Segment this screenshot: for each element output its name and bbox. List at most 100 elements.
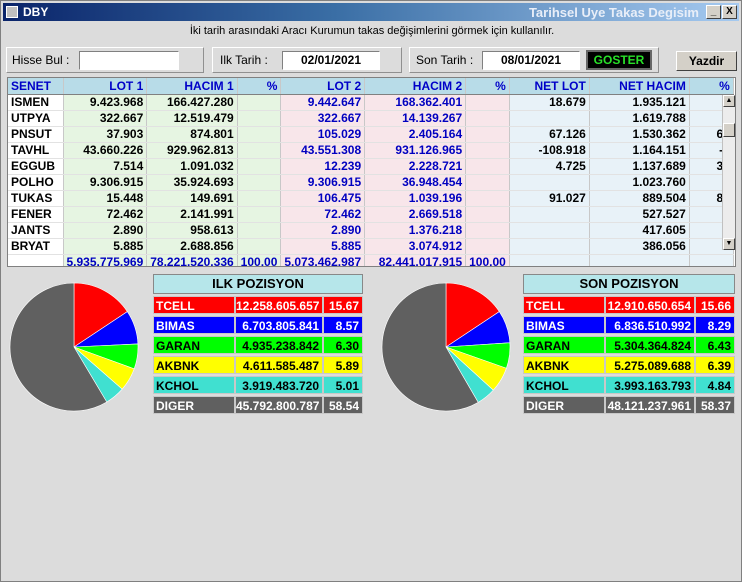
son-tarih-input[interactable]: 08/01/2021 — [482, 51, 580, 70]
minimize-button[interactable]: _ — [706, 5, 721, 19]
total-net-lot — [509, 254, 590, 266]
cell-pct2 — [465, 142, 510, 159]
pozisyon-name: BIMAS — [523, 316, 605, 334]
total-net-hacim — [589, 254, 690, 266]
hisse-label: Hisse Bul : — [12, 53, 70, 67]
pozisyon-value: 4.935.238.842 — [235, 336, 323, 354]
cell-lot2: 5.885 — [280, 238, 366, 255]
cell-senet: JANTS — [8, 222, 64, 239]
pozisyon-percent: 5.89 — [323, 356, 363, 374]
takas-grid[interactable]: SENET LOT 1 HACIM 1% LOT 2 HACIM 2% NET LOT NE… — [7, 77, 736, 267]
cell-hacim1: 874.801 — [146, 126, 238, 143]
cell-hacim2: 2.669.518 — [364, 206, 467, 223]
cell-hacim1: 35.924.693 — [146, 174, 238, 191]
col-header-hacim2[interactable]: HACIM 2 — [364, 78, 467, 95]
table-row[interactable]: POLHO 9.306.915 35.924.693 9.306.915 36.948.… — [8, 174, 734, 191]
cell-net-lot — [509, 238, 590, 255]
cell-hacim1: 958.613 — [146, 222, 238, 239]
cell-pct1 — [237, 158, 282, 175]
cell-hacim2: 14.139.267 — [364, 110, 467, 127]
cell-senet: TAVHL — [8, 142, 64, 159]
cell-pct2 — [465, 238, 510, 255]
cell-lot2: 105.029 — [280, 126, 366, 143]
col-header-lot1[interactable]: LOT 1 — [63, 78, 148, 95]
col-header-hacim1[interactable]: HACIM 1 — [146, 78, 238, 95]
cell-lot2: 12.239 — [280, 158, 366, 175]
table-row[interactable]: TAVHL 43.660.226 929.962.813 43.551.308 931.… — [8, 142, 734, 159]
window-title: Tarihsel Uye Takas Degisim — [528, 5, 699, 20]
son-tarih-group — [409, 47, 659, 73]
totals-row: 5.935.775.969 78.221.520.336 100,00 5.073.4… — [8, 254, 734, 266]
cell-hacim1: 12.519.479 — [146, 110, 238, 127]
pozisyon-value: 48.121.237.961 — [605, 396, 695, 414]
pozisyon-value: 3.919.483.720 — [235, 376, 323, 394]
table-row[interactable]: UTPYA 322.667 12.519.479 322.667 14.139.267 1… — [8, 110, 734, 127]
cell-net-lot — [509, 206, 590, 223]
col-header-pct2[interactable]: % — [465, 78, 510, 95]
col-header-net-hacim[interactable]: NET HACIM — [589, 78, 690, 95]
pozisyon-name: BIMAS — [153, 316, 235, 334]
cell-net-lot: 18.679 — [509, 94, 590, 111]
table-row[interactable]: JANTS 2.890 958.613 2.890 1.376.218 417.605 — [8, 222, 734, 239]
scroll-down-arrow-icon[interactable]: ▼ — [723, 238, 735, 250]
cell-senet: POLHO — [8, 174, 64, 191]
cell-lot1: 322.667 — [63, 110, 148, 127]
cell-pct2 — [465, 206, 510, 223]
table-row[interactable]: BRYAT 5.885 2.688.856 5.885 3.074.912 386.056 — [8, 238, 734, 255]
cell-net-hacim: 1.935.121 — [589, 94, 690, 111]
scroll-up-arrow-icon[interactable]: ▲ — [723, 95, 735, 107]
scroll-thumb[interactable] — [723, 123, 735, 137]
col-header-pct-net[interactable]: % — [689, 78, 734, 95]
cell-senet: PNSUT — [8, 126, 64, 143]
hisse-search-input[interactable] — [79, 51, 179, 70]
cell-hacim1: 929.962.813 — [146, 142, 238, 159]
pozisyon-name: KCHOL — [523, 376, 605, 394]
table-row[interactable]: EGGUB 7.514 1.091.032 12.239 2.228.721 4.725 1… — [8, 158, 734, 175]
pozisyon-percent: 58.54 — [323, 396, 363, 414]
cell-pct2 — [465, 126, 510, 143]
cell-pct2 — [465, 174, 510, 191]
table-row[interactable]: TUKAS 15.448 149.691 106.475 1.039.196 91.027… — [8, 190, 734, 207]
cell-lot2: 43.551.308 — [280, 142, 366, 159]
cell-lot2: 72.462 — [280, 206, 366, 223]
col-header-senet[interactable]: SENET — [8, 78, 64, 95]
pozisyon-name: TCELL — [523, 296, 605, 314]
cell-hacim2: 2.228.721 — [364, 158, 467, 175]
pozisyon-percent: 4.84 — [695, 376, 735, 394]
table-row[interactable]: ISMEN 9.423.968 166.427.280 9.442.647 168.36… — [8, 94, 734, 111]
cell-hacim1: 2.688.856 — [146, 238, 238, 255]
pozisyon-name: AKBNK — [523, 356, 605, 374]
cell-lot1: 5.885 — [63, 238, 148, 255]
cell-lot2: 9.442.647 — [280, 94, 366, 111]
total-hacim2: 82.441.017.915 — [364, 254, 467, 266]
table-row[interactable]: PNSUT 37.903 874.801 105.029 2.405.164 67.126… — [8, 126, 734, 143]
total-lot2: 5.073.462.987 — [280, 254, 366, 266]
cell-pct1 — [237, 206, 282, 223]
grid-vertical-scrollbar[interactable]: ▲ ▼ — [722, 95, 735, 250]
table-row[interactable]: FENER 72.462 2.141.991 72.462 2.669.518 527.5… — [8, 206, 734, 223]
cell-net-lot: 91.027 — [509, 190, 590, 207]
ilk-tarih-input[interactable]: 02/01/2021 — [282, 51, 380, 70]
cell-net-hacim: 1.137.689 — [589, 158, 690, 175]
cell-pct1 — [237, 126, 282, 143]
col-header-net-lot[interactable]: NET LOT — [509, 78, 590, 95]
total-pct2: 100,00 — [465, 254, 510, 266]
cell-net-lot — [509, 110, 590, 127]
title-bar[interactable]: DBY Tarihsel Uye Takas Degisim _ X — [3, 3, 739, 21]
pozisyon-value: 5.304.364.824 — [605, 336, 695, 354]
cell-hacim2: 1.039.196 — [364, 190, 467, 207]
cell-lot1: 43.660.226 — [63, 142, 148, 159]
col-header-lot2[interactable]: LOT 2 — [280, 78, 366, 95]
ilk-pozisyon-title: ILK POZISYON — [153, 274, 363, 294]
pie-slice-tcell — [445, 282, 500, 348]
son-pozisyon-pie-chart — [381, 282, 511, 412]
cell-lot2: 2.890 — [280, 222, 366, 239]
yazdir-button[interactable]: Yazdir — [676, 51, 737, 71]
cell-net-hacim: 1.023.760 — [589, 174, 690, 191]
goster-button[interactable]: GOSTER — [586, 50, 652, 70]
close-button[interactable]: X — [722, 5, 737, 19]
cell-pct1 — [237, 142, 282, 159]
cell-hacim2: 931.126.965 — [364, 142, 467, 159]
col-header-pct1[interactable]: % — [237, 78, 282, 95]
cell-senet: TUKAS — [8, 190, 64, 207]
